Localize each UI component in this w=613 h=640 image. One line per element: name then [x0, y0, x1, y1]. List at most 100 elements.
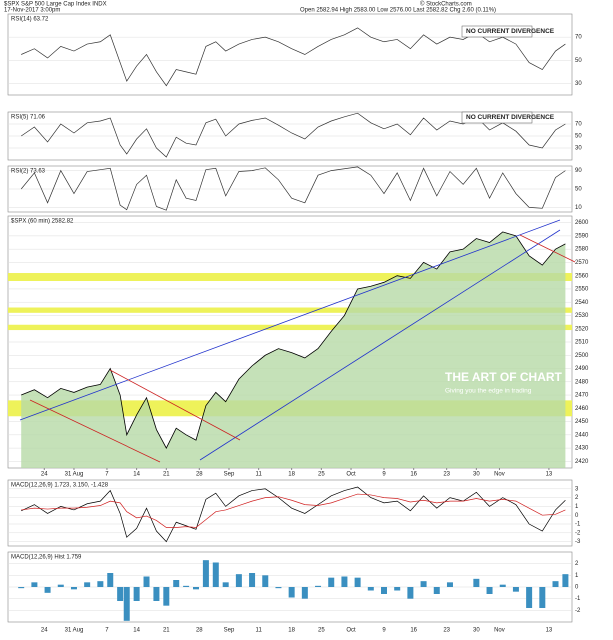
histogram-bar [70, 587, 77, 590]
tagline: Giving you the edge in trading [445, 388, 532, 395]
panel-label: $SPX (60 min) 2582.82 [11, 219, 74, 225]
x-tick-label: 14 [133, 472, 140, 478]
indicator-line [21, 493, 566, 528]
x-tick-label: 16 [410, 472, 417, 478]
price-line [21, 231, 566, 449]
note-box [461, 111, 533, 124]
x-tick-label: 13 [546, 628, 553, 634]
y-tick-label: 2490 [575, 366, 589, 372]
histogram-bar [97, 581, 104, 587]
histogram-bar [262, 575, 269, 587]
x-tick-label: Nov [494, 472, 505, 478]
histogram-bar [202, 560, 209, 587]
x-tick-label: 30 [473, 628, 480, 634]
histogram-bar [222, 582, 229, 587]
histogram-bar [31, 582, 38, 587]
y-tick-label: -1 [575, 522, 581, 528]
x-tick-label: 25 [318, 472, 325, 478]
x-tick-label: 14 [133, 628, 140, 634]
histogram-bar [153, 587, 160, 601]
histogram-bar [526, 587, 533, 608]
histogram-bar [57, 584, 64, 587]
x-tick-label: 31 Aug [65, 472, 84, 478]
y-tick-label: 2520 [575, 326, 589, 332]
y-tick-label: 50 [575, 134, 582, 140]
header-quote: Open 2582.94 High 2583.00 Low 2576.00 La… [300, 8, 496, 14]
histogram-bar [539, 587, 546, 608]
x-tick-label: 16 [410, 628, 417, 634]
panel-label: RSI(5) 71.06 [11, 115, 46, 121]
x-tick-label: 9 [382, 628, 386, 634]
x-tick-label: Oct [346, 472, 356, 478]
histogram-bar [420, 581, 427, 587]
y-tick-label: 2550 [575, 287, 589, 293]
y-tick-label: 2500 [575, 353, 589, 359]
histogram-bar [288, 587, 295, 598]
x-tick-label: 11 [256, 628, 263, 634]
y-tick-label: 2580 [575, 247, 589, 253]
histogram-bar [183, 585, 190, 587]
divergence-note: NO CURRENT DIVERGENCE [466, 28, 555, 35]
brand: THE ART OF CHART [445, 370, 563, 384]
y-tick-label: 3 [575, 486, 579, 492]
x-tick-label: 11 [256, 472, 263, 478]
trend-lines [19, 219, 576, 463]
histogram-bar [552, 581, 559, 587]
panel-label: RSI(14) 63.72 [11, 17, 49, 23]
histogram-bar [193, 587, 199, 590]
x-tick-label: 13 [546, 472, 553, 478]
support-band [8, 273, 572, 281]
trend-line [199, 229, 561, 461]
y-tick-label: 2530 [575, 313, 589, 319]
header-title: $SPX S&P 500 Large Cap Index INDX [4, 2, 107, 8]
trend-line [19, 219, 561, 421]
x-tick-label: 21 [163, 472, 170, 478]
divergence-note: NO CURRENT DIVERGENCE [466, 114, 555, 121]
y-tick-label: 2480 [575, 379, 589, 385]
y-tick-label: 2570 [575, 260, 589, 266]
histogram-bar [275, 587, 282, 589]
histogram-bar [433, 587, 440, 594]
panel-label: MACD(12,26,9) 1.723, 3.150, -1.428 [11, 483, 109, 489]
support-band [8, 307, 572, 313]
panel [7, 479, 573, 547]
histogram-bar [163, 587, 170, 606]
y-tick-label: -2 [575, 608, 581, 614]
y-tick-label: 1 [575, 504, 579, 510]
histogram-bar [133, 587, 140, 601]
x-tick-label: Nov [494, 628, 505, 634]
histogram-bar [394, 587, 401, 591]
y-tick-label: -3 [575, 539, 581, 545]
histogram-bar [117, 587, 124, 601]
y-tick-label: 2600 [575, 220, 589, 226]
y-tick-label: 2470 [575, 393, 589, 399]
x-tick-label: 9 [382, 472, 386, 478]
y-tick-label: 50 [575, 187, 582, 193]
histogram-bar [354, 577, 361, 587]
x-tick-label: Oct [346, 628, 356, 634]
histogram-bar [143, 576, 150, 587]
histogram-bar [315, 585, 322, 587]
histogram-bar [301, 587, 308, 599]
y-tick-label: 2440 [575, 432, 589, 438]
y-tick-label: 2 [575, 495, 579, 501]
x-tick-label: 25 [318, 628, 325, 634]
y-tick-label: 70 [575, 35, 582, 41]
histogram-bar [562, 574, 569, 587]
y-tick-label: 2560 [575, 273, 589, 279]
histogram-bar [499, 584, 506, 587]
y-tick-label: -1 [575, 596, 581, 602]
y-tick-label: 10 [575, 205, 582, 211]
y-tick-label: 1 [575, 573, 579, 579]
histogram-bar [367, 587, 374, 591]
y-tick-label: 2460 [575, 406, 589, 412]
y-tick-label: 2420 [575, 459, 589, 465]
histogram-bar [341, 576, 348, 587]
x-tick-label: 30 [473, 472, 480, 478]
histogram-bar [381, 587, 387, 594]
y-tick-label: 2450 [575, 419, 589, 425]
support-band [8, 324, 572, 331]
y-tick-label: 30 [575, 81, 582, 87]
